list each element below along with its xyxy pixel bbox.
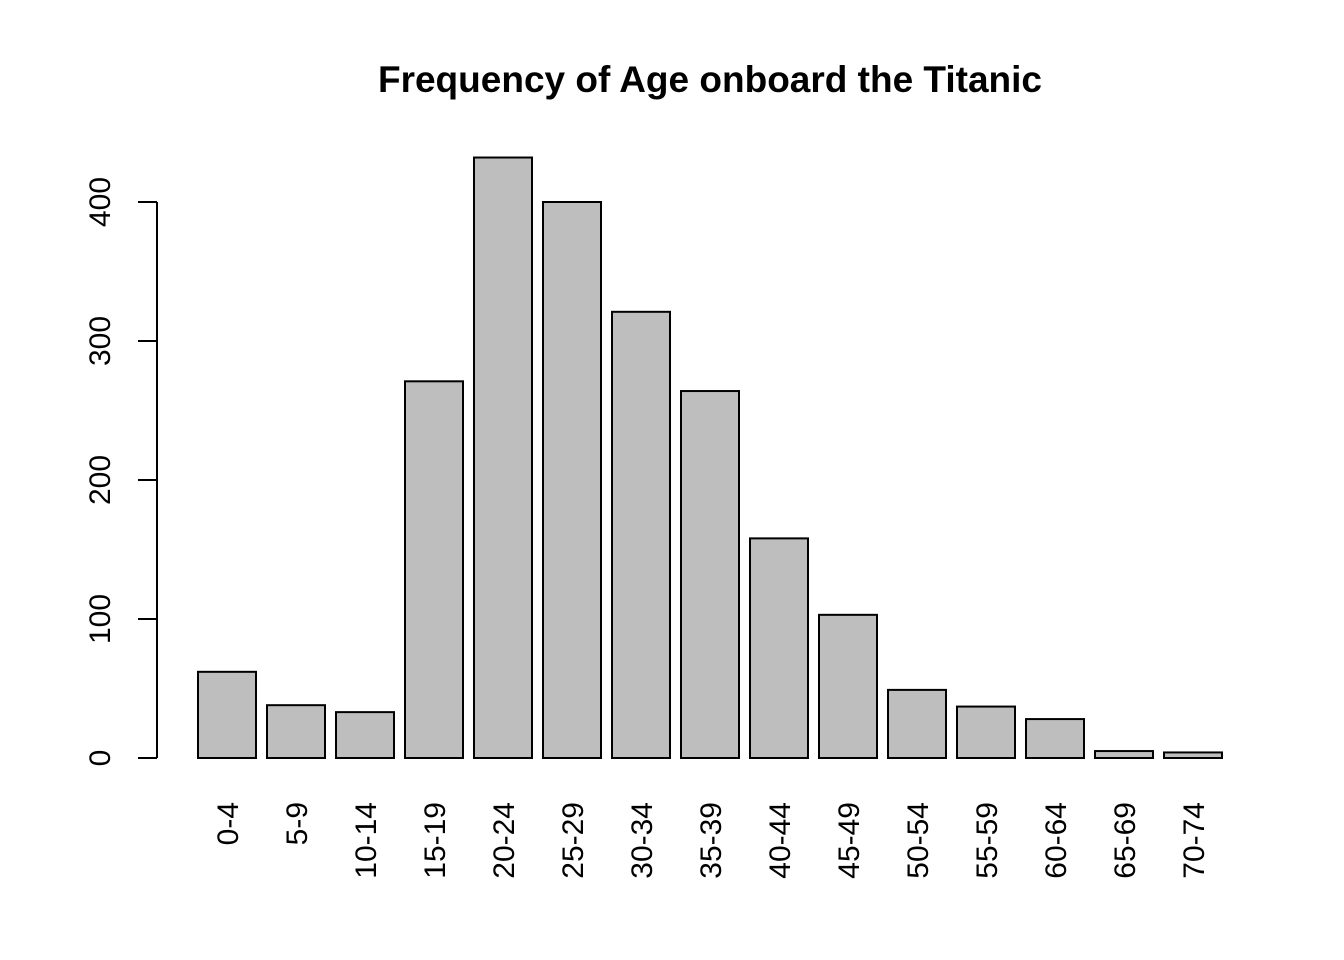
y-tick-label: 0: [84, 750, 117, 767]
chart-title: Frequency of Age onboard the Titanic: [378, 59, 1042, 100]
x-tick-label: 0-4: [212, 802, 245, 845]
bar-0-4: [197, 670, 257, 760]
bar-65-69: [1094, 750, 1154, 759]
y-tick-label: 400: [84, 177, 117, 227]
y-tick-label: 200: [84, 455, 117, 505]
bars: [197, 156, 1223, 760]
x-axis-labels: 0-4 5-9 10-14 15-19 20-24 25-29 30-34 35-39 40-4…: [212, 802, 1211, 879]
x-tick-label: 15-19: [419, 802, 452, 879]
x-tick-label: 40-44: [764, 802, 797, 879]
bar-35-39: [680, 390, 740, 759]
bar-45-49: [818, 613, 878, 760]
bar-60-64: [1025, 718, 1085, 760]
x-tick-label: 20-24: [488, 802, 521, 879]
y-axis: 0 100 200 300 400: [84, 177, 158, 767]
x-tick-label: 65-69: [1109, 802, 1142, 879]
x-tick-label: 5-9: [281, 802, 314, 845]
bar-20-24: [473, 156, 533, 759]
x-tick-label: 55-59: [971, 802, 1004, 879]
x-tick-label: 25-29: [557, 802, 590, 879]
bar-25-29: [542, 201, 602, 759]
bar-55-59: [956, 705, 1016, 760]
bar-70-74: [1163, 751, 1223, 760]
x-tick-label: 10-14: [350, 802, 383, 879]
bar-15-19: [404, 380, 464, 759]
x-tick-label: 70-74: [1178, 802, 1211, 879]
bar-50-54: [887, 688, 947, 760]
bar-10-14: [335, 711, 395, 760]
y-tick-label: 100: [84, 594, 117, 644]
bar-40-44: [749, 537, 809, 759]
x-tick-label: 35-39: [695, 802, 728, 879]
bar-5-9: [266, 704, 326, 759]
x-tick-label: 50-54: [902, 802, 935, 879]
x-tick-label: 30-34: [626, 802, 659, 879]
bar-30-34: [611, 310, 671, 759]
x-tick-label: 45-49: [833, 802, 866, 879]
y-tick-label: 300: [84, 316, 117, 366]
x-tick-label: 60-64: [1040, 802, 1073, 879]
